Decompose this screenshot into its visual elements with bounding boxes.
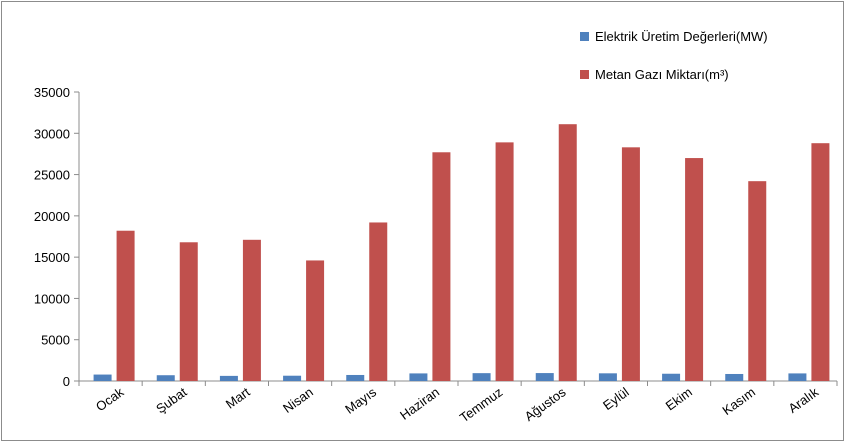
y-tick-label: 15000 — [34, 250, 70, 265]
bar-methane — [179, 242, 198, 381]
legend-label-electricity: Elektrik Üretim Değerleri(MW) — [595, 28, 768, 44]
bar-methane — [621, 147, 640, 381]
bar-electricity — [346, 374, 365, 381]
bar-electricity — [788, 373, 807, 381]
bar-electricity — [662, 373, 681, 381]
x-tick-label: Temmuz — [457, 384, 506, 425]
bar-methane — [685, 158, 704, 381]
x-tick-label: Ocak — [93, 384, 127, 414]
legend: Elektrik Üretim Değerleri(MW) Metan Gazı… — [580, 26, 768, 102]
bar-methane — [116, 230, 135, 381]
bar-methane — [748, 181, 767, 381]
y-tick-label: 0 — [63, 374, 70, 389]
bar-methane — [495, 142, 514, 381]
bar-methane — [306, 260, 325, 381]
x-tick-label: Aralık — [785, 384, 821, 416]
y-tick-label: 10000 — [34, 291, 70, 306]
bar-electricity — [472, 373, 491, 381]
y-tick-label: 20000 — [34, 209, 70, 224]
x-tick-label: Ağustos — [522, 384, 569, 424]
x-tick-label: Eylül — [600, 384, 632, 413]
axes: 0 5000 10000 15000 20000 25000 30000 35000 — [34, 85, 838, 389]
legend-swatch-methane — [580, 69, 589, 79]
bar-methane — [369, 222, 388, 381]
x-tick-label: Şubat — [153, 384, 190, 416]
x-tick-label: Kasım — [719, 384, 758, 418]
bar-electricity — [156, 375, 175, 381]
x-tick-label: Mayıs — [342, 384, 379, 417]
bar-electricity — [598, 373, 617, 381]
y-tick-label: 30000 — [34, 126, 70, 141]
bar-electricity — [219, 375, 238, 381]
bars — [93, 124, 830, 382]
y-tick-label: 35000 — [34, 85, 70, 100]
y-tick-label: 25000 — [34, 168, 70, 183]
x-axis-labels: Ocak Şubat Mart Nisan Mayıs Haziran Temmuz Ağus… — [93, 384, 822, 425]
x-tick-label: Mart — [223, 384, 253, 412]
y-tick-label: 5000 — [41, 333, 70, 348]
bar-methane — [811, 143, 830, 381]
bar-electricity — [535, 373, 554, 381]
bar-methane — [558, 124, 577, 382]
bar-methane — [242, 239, 261, 381]
bar-electricity — [93, 374, 112, 381]
bar-electricity — [283, 375, 302, 381]
bar-methane — [432, 152, 451, 381]
bar-electricity — [409, 373, 428, 381]
bar-electricity — [725, 373, 744, 381]
legend-item-methane: Metan Gazı Miktarı(m³) — [580, 64, 768, 84]
x-tick-label: Ekim — [663, 384, 695, 413]
legend-label-methane: Metan Gazı Miktarı(m³) — [595, 66, 729, 82]
x-tick-label: Haziran — [397, 384, 442, 422]
legend-swatch-electricity — [580, 31, 589, 41]
x-tick-label: Nisan — [280, 384, 316, 416]
legend-item-electricity: Elektrik Üretim Değerleri(MW) — [580, 26, 768, 46]
